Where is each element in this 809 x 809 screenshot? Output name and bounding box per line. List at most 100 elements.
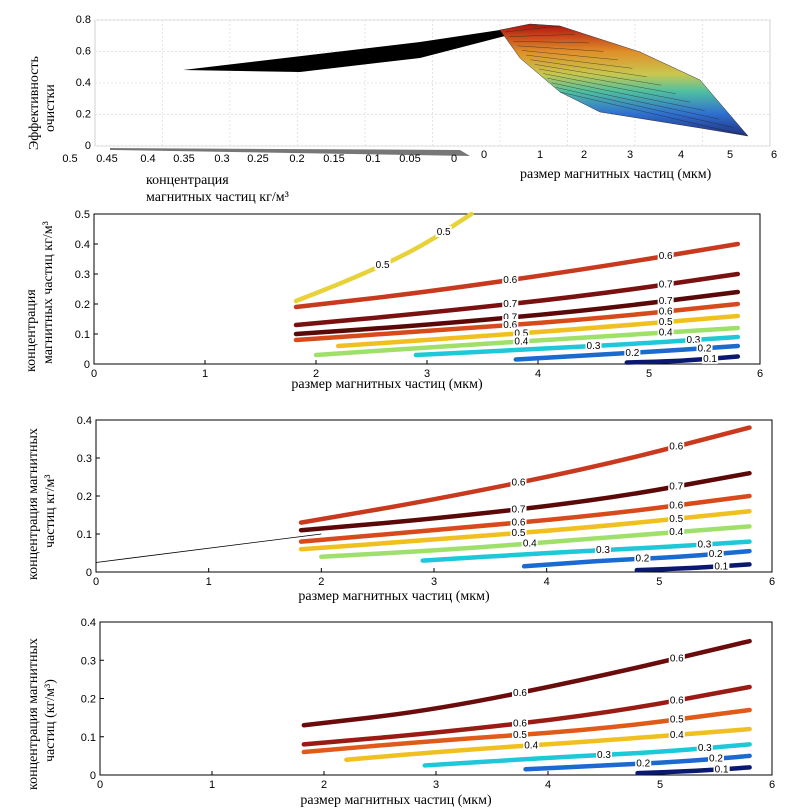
contour-label-bg [502,274,519,285]
contour-label: 0.6 [669,442,683,453]
contour-label: 0.5 [669,514,683,525]
y-tick-label: 1 [537,149,543,161]
contour-label: 0.4 [659,328,673,339]
contour-label: 0.5 [514,328,528,339]
contour-label-bg [634,552,651,564]
surface-mesh-line [555,87,734,128]
contour-label: 0.5 [659,317,673,328]
contour-label-bg [707,547,724,559]
z-tick-label: 0.8 [76,14,91,26]
contour-label-bg [657,326,674,338]
y-tick-label: 0.3 [75,269,90,281]
y-axis-label: частиц кг/м³ [43,474,58,548]
surface-mesh-line [534,64,662,86]
x-tick-label: 4 [544,576,550,588]
x-tick-label: 5 [657,779,663,791]
contour-label-bg [696,742,713,754]
x-tick-label: 6 [769,779,775,791]
contour-label: 0.4 [670,730,684,741]
y-tick-label: 3 [627,149,633,161]
contour-label: 0.7 [659,296,673,307]
surface-dark-region [183,30,505,72]
contour-label-bg [512,717,528,729]
x-tick-label: 0 [97,779,103,791]
contour-label-bg [510,516,527,528]
contour-label: 0.6 [669,501,683,512]
contour-label: 0.5 [513,730,527,741]
surface-mesh-line [513,41,589,44]
contour-label: 0.5 [512,528,526,539]
x-axis-label: концентрация [146,173,229,188]
contour-label: 0.5 [376,260,390,271]
x-axis-label: размер магнитных частиц (мкм) [291,377,483,392]
contour-label-bg [668,480,685,492]
contour-label-bg [596,748,612,760]
contour-label: 0.7 [669,482,683,493]
y-axis-label: размер магнитных частиц (мкм) [520,167,712,182]
x-tick-label: 2 [321,779,327,791]
x-tick-label: 5 [656,576,662,588]
contour-label-bg [595,544,611,556]
x-tick-label: 4 [545,779,551,791]
contour-label-bg [523,739,540,751]
y-tick-label: 0.3 [77,453,92,465]
contour-label-bg [668,512,685,524]
contour-label: 0.3 [698,743,712,754]
x-tick-label: 1 [202,368,208,380]
y-tick-label: 0.4 [81,617,96,629]
z-tick-label: 0.6 [76,46,91,58]
x-tick-label: 1 [209,779,215,791]
contour-line [634,562,752,573]
surface-mesh-line [517,45,604,52]
contour-label-bg [668,440,685,452]
contour-label-bg [635,757,652,769]
contour-label: 0.7 [659,280,673,291]
contour-label: 0.2 [709,549,723,560]
contour-chart-2: 0 1 2 3 4 5 600.10.20.30.40.60.60.70.70.60.60.… [26,415,775,604]
x-tick-label: 0.2 [289,153,304,165]
x-tick-label: 0.4 [140,153,155,165]
contour-label-bg [502,311,519,323]
contour-label: 0.6 [513,718,527,729]
contour-label-bg [668,694,685,706]
surface-chart: 0 0.2 0.4 0.6 0.8 0.5 0.45 0.4 0.35 0.3 0.25 0.2 0.1… [27,14,777,205]
contour-label: 0.1 [714,561,728,572]
surface-mesh-line [547,77,705,111]
contour-label: 0.7 [503,313,517,324]
contour-label: 0.6 [659,251,673,262]
contour-label: 0.3 [587,341,601,352]
x-tick-label: 0.45 [96,153,117,165]
y-tick-label: 2 [581,149,587,161]
y-tick-label: 0.2 [77,491,92,503]
y-tick-label: 0.5 [75,209,90,221]
x-tick-label: 4 [535,368,541,380]
y-tick-label: 0.3 [81,655,96,667]
contour-label-bg [713,560,730,572]
contour-label: 0.2 [698,343,712,354]
surface-floor [110,148,470,156]
contour-label: 0.6 [503,275,517,286]
x-tick-label: 2 [318,576,324,588]
contour-label-bg [513,327,530,339]
contour-line [624,354,741,365]
contour-label: 0.1 [715,764,729,775]
contour-label: 0.6 [659,307,673,318]
contour-label-bg [510,503,527,515]
surface-mesh-line [509,34,575,37]
contour-label: 0.7 [512,504,526,515]
contour-label-bg [696,342,713,354]
surface-mesh-line [504,25,561,33]
contour-label: 0.2 [636,759,650,770]
contour-label-bg [668,728,685,740]
x-axis-label: размер магнитных частиц (мкм) [300,793,492,808]
contour-label: 0.6 [503,320,517,331]
y-axis-label: магнитных частиц кг/м³ [41,221,56,364]
surface-mesh-line [551,82,720,120]
z-tick-label: 0.2 [76,109,91,121]
contour-label-bg [374,259,391,270]
y-axis-label: концентрация магнитных [26,638,41,790]
x-tick-label: 0.35 [173,153,194,165]
contour-label-bg [708,752,724,764]
z-tick-label: 0.4 [76,77,91,89]
contour-label-bg [657,278,674,290]
